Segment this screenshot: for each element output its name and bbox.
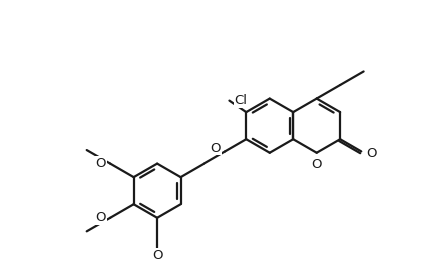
- Text: O: O: [211, 142, 221, 155]
- Text: O: O: [95, 211, 106, 224]
- Text: O: O: [312, 158, 322, 171]
- Text: Cl: Cl: [235, 94, 248, 107]
- Text: O: O: [95, 157, 106, 170]
- Text: O: O: [152, 249, 162, 262]
- Text: O: O: [366, 147, 377, 160]
